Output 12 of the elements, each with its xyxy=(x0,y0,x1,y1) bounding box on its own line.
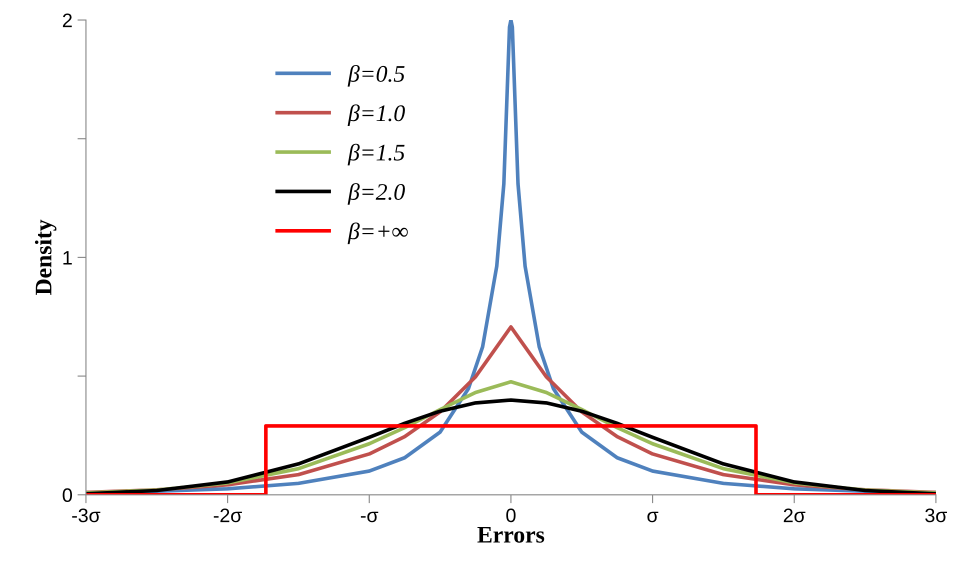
x-tick-label: 0 xyxy=(506,508,516,522)
x-tick-label: -2σ xyxy=(214,508,242,522)
y-axis-title: Density xyxy=(34,220,56,296)
x-tick-label: σ xyxy=(647,512,658,522)
x-tick-label: -σ xyxy=(360,512,378,522)
x-tick-label: 2σ xyxy=(784,508,806,522)
y-tick-label: 0 xyxy=(62,488,72,502)
x-tick-label: 3σ xyxy=(925,508,948,522)
x-axis-title: Errors xyxy=(477,527,544,543)
y-tick-label: 1 xyxy=(63,251,72,264)
x-tick-label: -3σ xyxy=(72,508,100,522)
y-tick-label: 2 xyxy=(62,13,72,28)
